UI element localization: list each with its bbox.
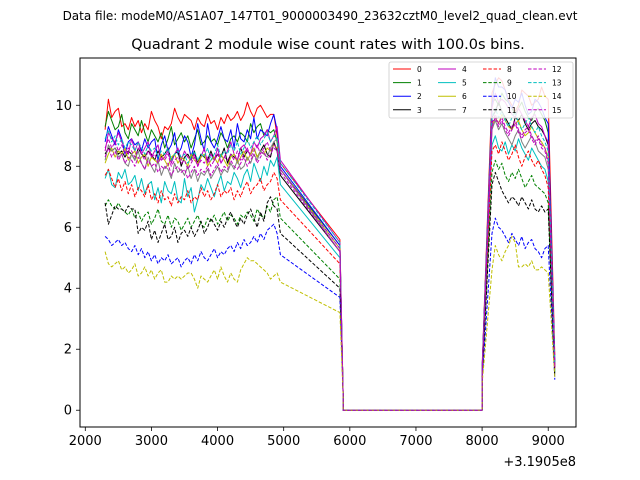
legend-label-7: 7 [462, 106, 467, 115]
y-tick-label: 4 [64, 282, 72, 297]
x-tick-label: 5000 [267, 434, 300, 449]
x-tick-label: 8000 [466, 434, 499, 449]
x-tick-label: 3000 [135, 434, 168, 449]
series-line-9 [104, 159, 556, 411]
suptitle: Data file: modeM0/AS1A07_147T01_90000034… [63, 9, 578, 23]
series-layer [104, 77, 556, 411]
series-line-15 [104, 117, 556, 411]
chart-title: Quadrant 2 module wise count rates with … [131, 37, 525, 53]
legend-label-12: 12 [552, 65, 562, 74]
legend-label-8: 8 [507, 65, 512, 74]
x-offset-label: +3.1905e8 [503, 455, 576, 470]
legend-label-11: 11 [507, 106, 517, 115]
series-line-6 [104, 113, 556, 411]
legend-label-13: 13 [552, 79, 562, 88]
y-tick-label: 2 [64, 343, 72, 358]
legend-label-2: 2 [417, 92, 422, 101]
y-tick-label: 0 [64, 404, 72, 419]
x-tick-label: 4000 [201, 434, 234, 449]
legend-frame [388, 61, 574, 119]
series-line-7 [104, 120, 556, 411]
series-line-10 [104, 217, 556, 411]
x-tick-label: 6000 [333, 434, 366, 449]
series-line-12 [104, 113, 556, 411]
x-axis-ticks: 2000 3000 4000 5000 6000 7000 8000 9000 [69, 427, 565, 449]
legend-label-6: 6 [462, 92, 467, 101]
legend-label-15: 15 [552, 106, 562, 115]
legend-label-9: 9 [507, 79, 512, 88]
y-tick-label: 10 [55, 99, 72, 114]
series-line-8 [104, 141, 556, 411]
series-line-13 [104, 107, 556, 411]
legend-label-10: 10 [507, 92, 517, 101]
legend-label-4: 4 [462, 65, 467, 74]
series-line-14 [104, 235, 556, 411]
x-tick-label: 9000 [532, 434, 565, 449]
y-tick-label: 6 [64, 221, 72, 236]
legend-label-1: 1 [417, 79, 422, 88]
plot-frame [79, 57, 577, 428]
legend-label-5: 5 [462, 79, 467, 88]
legend-label-0: 0 [417, 65, 422, 74]
x-tick-label: 7000 [399, 434, 432, 449]
y-tick-label: 8 [64, 160, 72, 175]
series-line-11 [104, 171, 556, 411]
series-line-5 [104, 135, 556, 411]
legend-label-14: 14 [552, 92, 562, 101]
legend-label-3: 3 [417, 106, 422, 115]
y-axis-ticks: 0 2 4 6 8 10 [55, 99, 80, 419]
x-tick-label: 2000 [69, 434, 102, 449]
